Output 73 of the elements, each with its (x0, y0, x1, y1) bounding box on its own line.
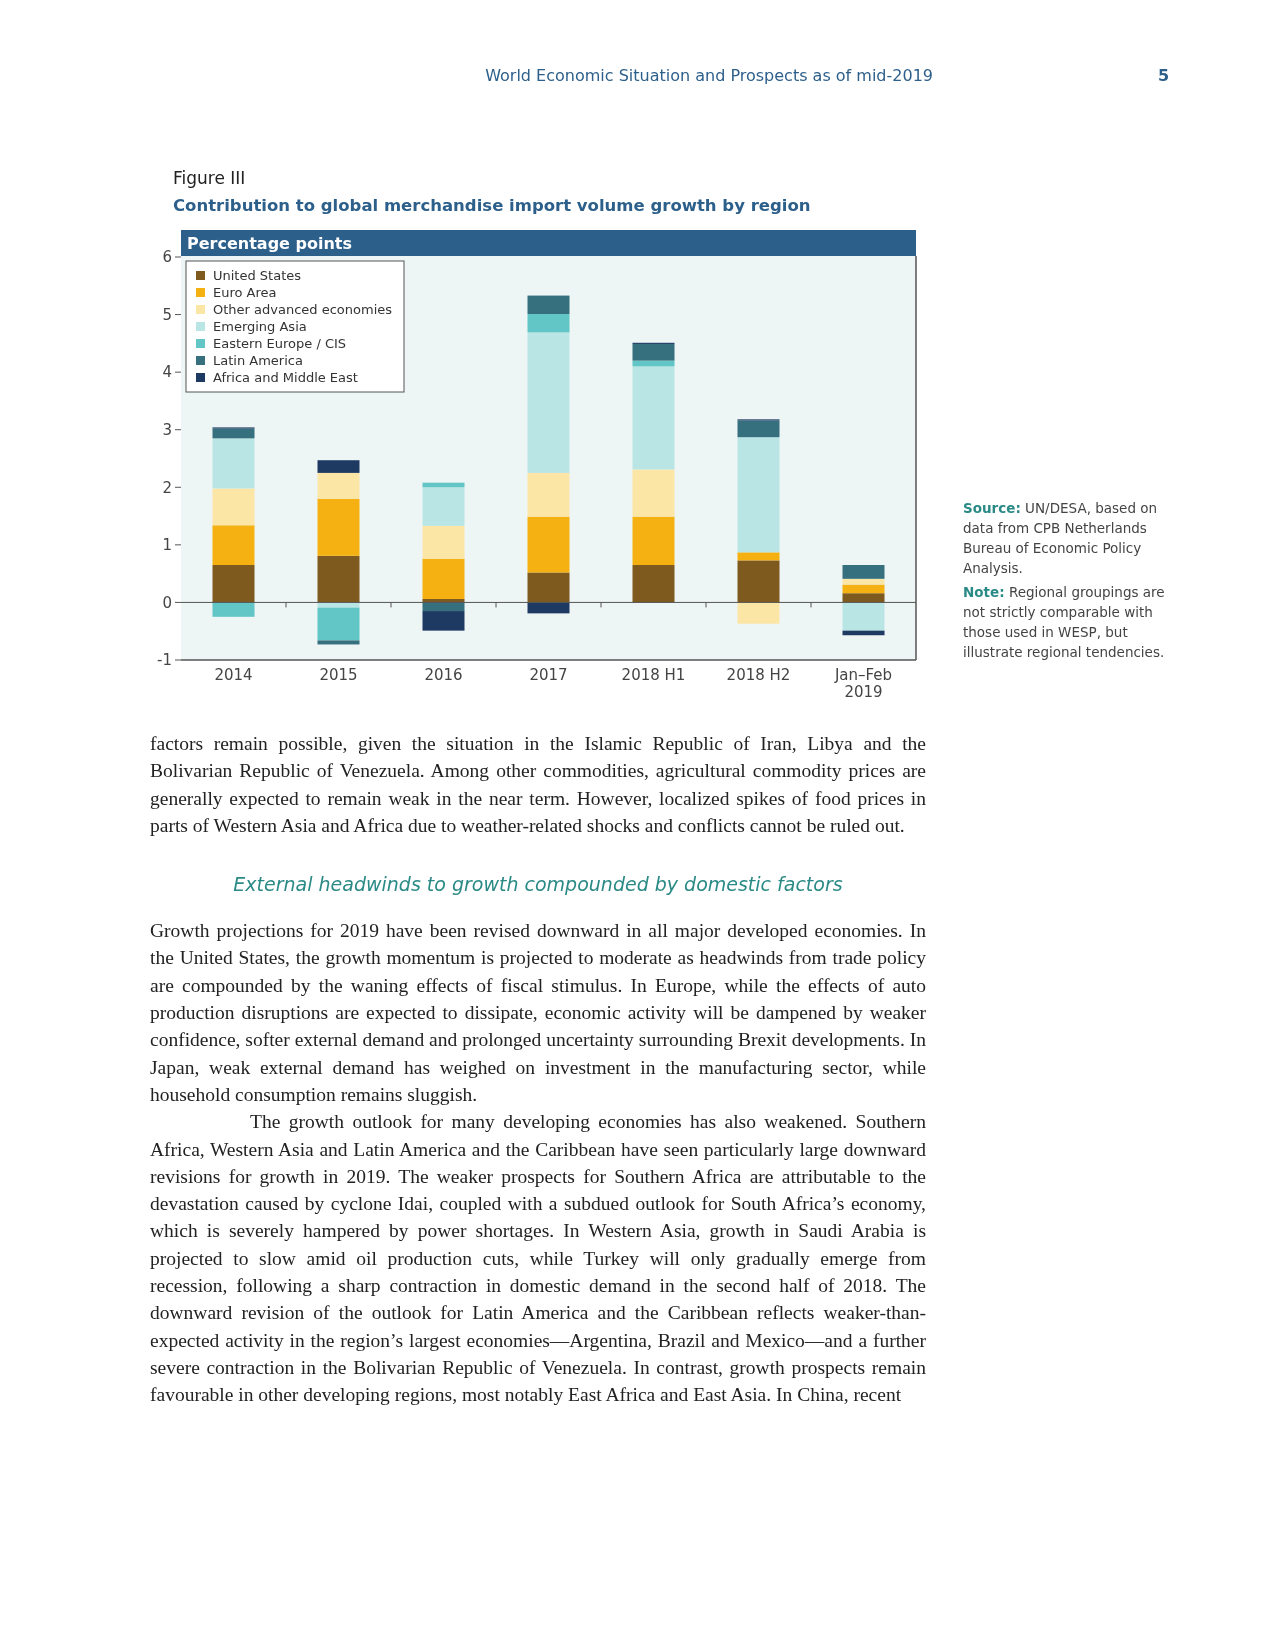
bar (842, 578, 885, 585)
bar (527, 516, 570, 573)
bar (422, 611, 465, 631)
x-tick-label: 2014 (214, 666, 253, 684)
bar (527, 602, 570, 614)
y-tick-label: 0 (162, 593, 172, 612)
bar (527, 332, 570, 473)
x-tick-label: 2017 (529, 666, 568, 684)
bar (737, 602, 780, 624)
text: Note: Regional groupings are not strictly comparable with those used in WESP, but illustrate regional tendencies. (963, 583, 1166, 662)
legend-label: Emerging Asia (213, 319, 307, 334)
x-tick-label: 2018 H1 (621, 666, 686, 684)
x-tick-label: Jan–Feb 2019 (833, 666, 893, 701)
bar (212, 438, 255, 489)
y-tick-label: 4 (162, 363, 172, 382)
y-tick-label: 3 (162, 420, 172, 439)
bar (632, 469, 675, 517)
bar (317, 602, 360, 608)
x-tick-label: 2015 (319, 666, 358, 684)
text: External headwinds to growth compounded by domestic factors (232, 873, 844, 896)
bar (842, 565, 885, 579)
bar (632, 516, 675, 566)
legend-label: Latin America (213, 353, 303, 368)
bar (317, 607, 360, 641)
bar (212, 488, 255, 526)
bar (422, 525, 465, 559)
legend-label: Euro Area (213, 285, 277, 300)
y-tick-label: 5 (162, 305, 172, 324)
legend-label: Other advanced economies (213, 302, 393, 317)
bar (527, 572, 570, 603)
text: The growth outlook for many developing economies has also weakened. Southern Africa, Western Asia and Latin America and the Caribbean have seen particularly large downward revisions for growth in 2019. The weaker prospects for Southern Africa are attributable to the devastation caused by cyclone Idai, coupled with a subdued outlook for South Africa’s economy, which is severely hampered by power shortages. In Western Asia, growth in Saudi Arabia is projected to slow amid oil production cuts, while Turkey will only gradually emerge from recession, following a sharp contraction in domestic demand in the second half of 2018. The downward revision of the outlook for Latin America and the Caribbean reflects weaker-than-expected activity in the region’s largest economies—Argentina, Brazil and Mexico—and a further severe contraction in the Bolivarian Republic of Venezuela. In contrast, growth prospects remain favourable in other developing regions, most notably East Africa and East Asia. In China, recent (150, 1111, 926, 1406)
bar (212, 525, 255, 566)
y-tick-label: 2 (162, 478, 172, 497)
y-tick-label: -1 (157, 651, 172, 670)
x-tick-label: 2018 H2 (726, 666, 791, 684)
text: factors remain possible, given the situation in the Islamic Republic of Iran, Libya and the Bolivarian Republic of Venezuela. Among other commodities, agricultural commodity prices are generally expected to remain weak in the near term. However, localized spikes of food prices in parts of Western Asia and Africa due to weather-related shocks and conflicts cannot be ruled out. (150, 732, 926, 838)
y-tick-label: 6 (162, 248, 172, 267)
bar (527, 472, 570, 517)
bar (737, 560, 780, 603)
chart-title: Contribution to global merchandise import volume growth by region (173, 196, 811, 215)
bar (737, 552, 780, 561)
bar (317, 555, 360, 603)
bar (212, 565, 255, 603)
legend-label: Eastern Europe / CIS (213, 336, 347, 351)
bar (317, 460, 360, 473)
bar (212, 428, 255, 439)
text: World Economic Situation and Prospects as of mid-2019 (485, 66, 933, 85)
source-note: Source: UN/DESA, based on data from CPB Netherlands Bureau of Economic Policy Analysis. (963, 499, 1159, 578)
bar (527, 295, 570, 314)
y-tick-label: 1 (162, 536, 172, 555)
bar (842, 593, 885, 603)
bar (632, 343, 675, 361)
bar (422, 602, 465, 612)
x-tick-label: 2016 (424, 666, 463, 684)
text: Figure III (173, 168, 246, 188)
text: Growth projections for 2019 have been revised downward in all major developed economies. In the United States, the growth momentum is projected to moderate as headwinds from trade policy are compounded by the waning effects of fiscal stimulus. In Europe, while the effects of auto production disruptions are expected to dissipate, economic activity will be dampened by weaker confidence, softer external demand and prolonged uncertainty surrounding Brexit developments. In Japan, weak external demand has weighed on investment in the manufacturing sector, while household consumption remains sluggish. (150, 919, 926, 1107)
bar (317, 472, 360, 499)
bar (737, 420, 780, 438)
bar (422, 558, 465, 599)
bar (317, 640, 360, 645)
bar (317, 498, 360, 556)
bar (632, 366, 675, 470)
bar (737, 437, 780, 553)
bar (422, 487, 465, 526)
y-axis-title: Percentage points (187, 234, 353, 253)
bar (842, 602, 885, 631)
text: 5 (1158, 66, 1170, 85)
bar (212, 602, 255, 617)
bar (842, 584, 885, 594)
legend-label: United States (213, 268, 302, 283)
legend-label: Africa and Middle East (213, 370, 358, 385)
bar (632, 565, 675, 603)
bar (527, 314, 570, 333)
